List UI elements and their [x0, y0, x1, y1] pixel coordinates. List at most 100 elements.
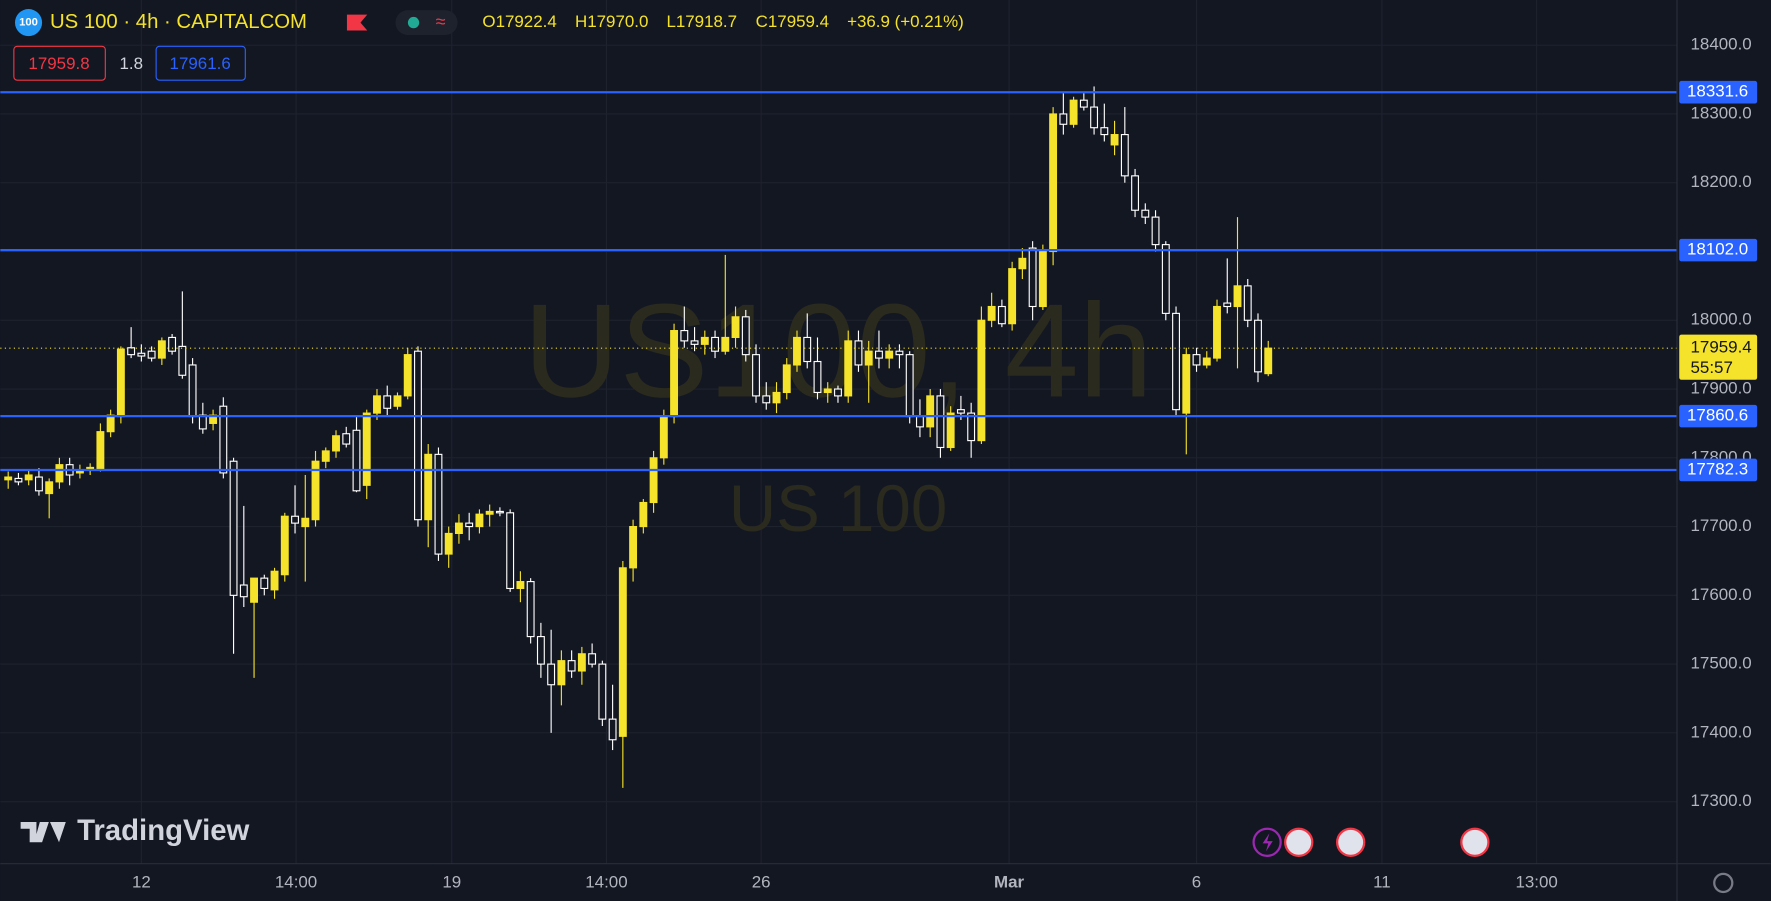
candle-body: [793, 336, 801, 366]
candle-body: [280, 515, 289, 576]
candle-body: [1018, 257, 1027, 270]
candle-body: [772, 391, 781, 404]
candle-body: [495, 510, 504, 514]
y-tick-label: 17500.0: [1691, 654, 1752, 673]
candle-body: [608, 718, 617, 741]
symbol[interactable]: US 100 · 4h · CAPITALCOM: [50, 11, 307, 33]
brand-logo: [20, 821, 66, 843]
candle-body: [680, 330, 689, 342]
ohlc-open: O17922.4: [482, 12, 556, 31]
candle-body: [690, 340, 699, 345]
candle-body: [373, 395, 381, 414]
candle-body: [700, 336, 709, 345]
y-tick-label: 18400.0: [1691, 35, 1752, 54]
candle-body: [1038, 250, 1047, 308]
candle-body: [813, 360, 822, 394]
candle-body: [1079, 99, 1088, 108]
x-tick-label: 11: [1373, 872, 1391, 891]
candle-body: [14, 477, 23, 483]
candle-body: [905, 354, 914, 418]
candle-body: [270, 570, 279, 591]
candle-body: [1120, 134, 1129, 177]
level-label: 18331.6: [1687, 82, 1748, 101]
candle-body: [1049, 113, 1058, 253]
candle-body: [188, 364, 197, 418]
candle-body: [168, 336, 177, 352]
candle-body: [1141, 209, 1150, 218]
candle-body: [260, 577, 269, 590]
event-bolt: [1262, 833, 1273, 852]
candle-body: [106, 414, 115, 433]
event-flag[interactable]: [1460, 827, 1490, 857]
candle-body: [885, 350, 894, 359]
candle-body: [731, 316, 740, 339]
event-flag[interactable]: [1284, 827, 1314, 857]
candle-body: [547, 663, 556, 686]
x-tick-label: 14:00: [585, 872, 627, 891]
x-tick-label: 26: [752, 872, 771, 891]
level-tag: [1679, 404, 1758, 428]
candle-body: [55, 464, 64, 483]
candle-body: [321, 450, 330, 462]
y-tick-label: 17600.0: [1691, 585, 1752, 604]
candle-body: [926, 395, 935, 428]
candle-body: [1213, 305, 1221, 359]
status-dot: [407, 16, 420, 29]
status-pill[interactable]: [395, 10, 458, 36]
flag-icon: [346, 14, 368, 31]
candle-body: [414, 350, 422, 521]
candle-body: [598, 663, 607, 720]
candle-body: [34, 476, 43, 492]
ask-button[interactable]: [155, 45, 246, 81]
candle-body: [762, 395, 771, 404]
candle-body: [291, 515, 299, 524]
symbol-icon-text: 100: [19, 17, 38, 29]
spread: 1.8: [120, 54, 144, 73]
candle-body: [1223, 302, 1232, 308]
candle-body: [1100, 127, 1109, 136]
ask-price: 17961.6: [170, 54, 231, 73]
brand-name[interactable]: TradingView: [77, 814, 249, 847]
candle-body: [1059, 113, 1068, 125]
candle-body: [352, 429, 361, 492]
candle-body: [137, 352, 146, 357]
candle-body: [434, 453, 443, 555]
settings-icon[interactable]: [1713, 872, 1734, 894]
candle-body: [1028, 247, 1037, 308]
countdown: 55:57: [1691, 358, 1733, 377]
candle-body: [567, 660, 576, 672]
x-tick-label: 12: [132, 872, 151, 891]
candle-body: [741, 316, 750, 356]
symbol-icon: [14, 9, 43, 37]
candle-body: [895, 350, 904, 356]
candle-body: [834, 388, 842, 397]
candle-body: [711, 336, 719, 352]
candle-body: [639, 501, 648, 528]
event-flag[interactable]: [1336, 827, 1366, 857]
candle-body: [823, 388, 832, 394]
candle-body: [915, 415, 924, 428]
ohlc-high: H17970.0: [575, 12, 648, 31]
candle-body: [844, 340, 853, 397]
candle-body: [649, 457, 658, 504]
candle-body: [383, 395, 392, 409]
candle-body: [1182, 354, 1191, 414]
candle-body: [239, 584, 248, 598]
candle-body: [987, 305, 996, 321]
candle-body: [1069, 99, 1078, 125]
candle-body: [403, 354, 412, 397]
x-tick-label: 19: [442, 872, 461, 891]
candle-body: [864, 350, 873, 366]
y-tick-label: 18300.0: [1691, 103, 1752, 122]
candle-body: [526, 581, 535, 638]
candle-body: [301, 517, 310, 528]
bid-button[interactable]: [13, 45, 106, 81]
candle-body: [362, 412, 371, 486]
candle-body: [997, 305, 1006, 325]
candle-body: [1161, 244, 1170, 314]
ohlc-close: C17959.4: [756, 12, 829, 31]
y-tick-label: 17900.0: [1691, 378, 1752, 397]
